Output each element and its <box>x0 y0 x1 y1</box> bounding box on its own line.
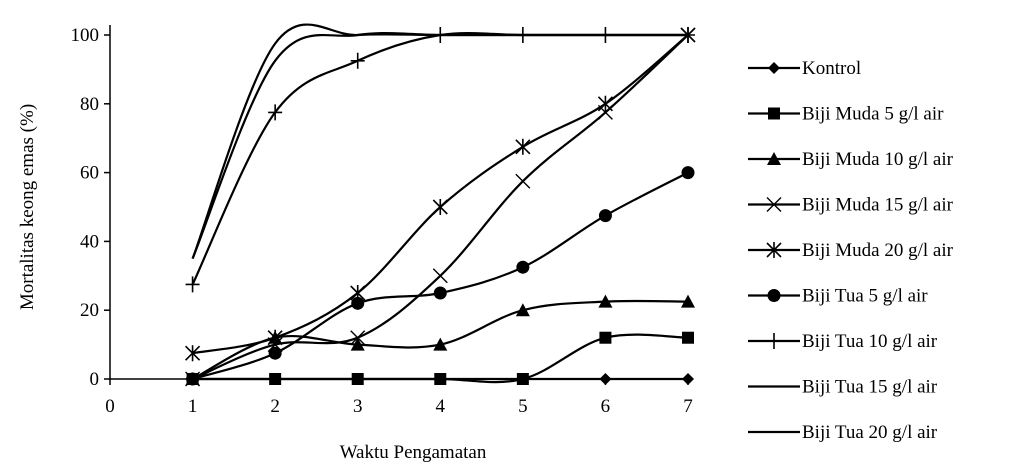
series-biji-muda-5-g-l-air-point-7 <box>682 331 694 344</box>
series-biji-muda-10-g-l-air-point-5 <box>515 303 530 317</box>
legend-item-biji-muda-20-g-l-air: Biji Muda 20 g/l air <box>748 240 954 261</box>
y-tick-label-40: 40 <box>80 231 99 252</box>
series-biji-muda-20-g-l-air-point-1 <box>185 345 201 362</box>
x-tick-label-2: 2 <box>270 396 280 417</box>
series-biji-tua-5-g-l-air-point-6 <box>598 209 612 223</box>
series-biji-muda-15-g-l-air-point-3 <box>350 330 366 346</box>
series-biji-tua-10-g-l-air-point-3 <box>350 52 365 69</box>
axes: 0 20 40 60 80 100 0 1 2 3 4 5 6 7 <box>71 25 693 417</box>
series-biji-tua-10-g-l-air-line <box>191 31 688 285</box>
legend-item-biji-muda-20-g-l-air-label: Biji Muda 20 g/l air <box>802 240 954 261</box>
legend-item-biji-muda-5-g-l-air-marker <box>768 107 780 120</box>
series-biji-tua-5-g-l-air <box>186 166 695 386</box>
x-tick-label-4: 4 <box>436 396 446 417</box>
series-biji-muda-5-g-l-air-point-5 <box>516 373 529 385</box>
series-biji-muda-15-g-l-air-point-4 <box>432 268 448 284</box>
series-biji-muda-20-g-l-air-point-4 <box>432 199 448 215</box>
series-biji-tua-10-g-l-air-point-2 <box>268 104 283 121</box>
legend-item-biji-muda-15-g-l-air: Biji Muda 15 g/l air <box>748 195 954 216</box>
series-biji-muda-5-g-l-air-point-2 <box>269 373 282 385</box>
legend-item-biji-tua-20-g-l-air-label: Biji Tua 20 g/l air <box>802 422 938 443</box>
series-biji-tua-15-g-l-air <box>191 31 688 260</box>
y-tick-label-60: 60 <box>80 163 99 184</box>
legend-item-biji-muda-15-g-l-air-marker <box>766 197 782 212</box>
legend-item-biji-muda-10-g-l-air-marker <box>767 152 781 165</box>
series-biji-muda-5-g-l-air-point-3 <box>351 373 364 385</box>
legend-item-biji-tua-5-g-l-air: Biji Tua 5 g/l air <box>748 286 928 307</box>
legend-item-biji-muda-20-g-l-air-marker <box>766 242 782 258</box>
x-tick-label-3: 3 <box>353 396 363 417</box>
series-biji-muda-10-g-l-air-point-4 <box>433 337 448 351</box>
series-biji-tua-5-g-l-air-point-2 <box>268 346 282 360</box>
y-tick-label-80: 80 <box>80 94 99 115</box>
x-tick-label-1: 1 <box>188 396 198 417</box>
legend-item-biji-tua-10-g-l-air: Biji Tua 10 g/l air <box>748 331 938 352</box>
legend-item-biji-tua-5-g-l-air-label: Biji Tua 5 g/l air <box>802 286 928 307</box>
series-biji-muda-20-g-l-air-point-6 <box>597 95 613 112</box>
legend-item-biji-tua-10-g-l-air-marker <box>767 333 781 349</box>
legend-item-biji-tua-5-g-l-air-marker <box>767 289 781 302</box>
series-biji-muda-20-g-l-air-line <box>192 34 689 355</box>
legend-item-biji-tua-15-g-l-air: Biji Tua 15 g/l air <box>748 377 938 398</box>
x-tick-label-6: 6 <box>601 396 611 417</box>
legend-item-biji-muda-10-g-l-air: Biji Muda 10 g/l air <box>748 149 954 170</box>
series-biji-tua-20-g-l-air-line <box>191 23 688 259</box>
series-biji-tua-5-g-l-air-point-1 <box>186 372 200 386</box>
series-biji-muda-20-g-l-air-point-5 <box>515 138 531 155</box>
y-tick-label-0: 0 <box>90 369 100 390</box>
legend: Kontrol Biji Muda 5 g/l air Biji Muda 10 g… <box>748 58 954 443</box>
series-biji-tua-10-g-l-air-point-1 <box>185 276 200 293</box>
series-biji-tua-5-g-l-air-point-4 <box>433 286 447 300</box>
series-biji-muda-20-g-l-air-point-2 <box>267 329 283 346</box>
series-biji-muda-10-g-l-air-point-3 <box>350 337 365 351</box>
series-biji-muda-20-g-l-air <box>185 27 696 362</box>
legend-item-biji-muda-5-g-l-air: Biji Muda 5 g/l air <box>748 104 944 125</box>
series-biji-muda-5-g-l-air-point-6 <box>599 331 612 344</box>
legend-item-biji-tua-10-g-l-air-label: Biji Tua 10 g/l air <box>802 331 938 352</box>
legend-item-kontrol-label: Kontrol <box>802 58 861 79</box>
x-tick-label-5: 5 <box>518 396 528 417</box>
series-layer <box>185 23 696 387</box>
series-biji-muda-10-g-l-air-point-6 <box>598 294 613 308</box>
y-tick-label-20: 20 <box>80 300 99 321</box>
series-biji-muda-10-g-l-air-point-7 <box>681 294 695 308</box>
y-axis-title: Mortalitas keong emas (%) <box>17 104 38 310</box>
legend-item-biji-tua-20-g-l-air: Biji Tua 20 g/l air <box>748 422 938 443</box>
series-biji-muda-15-g-l-air-point-5 <box>515 173 531 189</box>
legend-item-biji-muda-10-g-l-air-label: Biji Muda 10 g/l air <box>802 149 954 170</box>
legend-item-biji-muda-15-g-l-air-label: Biji Muda 15 g/l air <box>802 195 954 216</box>
series-biji-tua-5-g-l-air-point-7 <box>681 166 695 180</box>
series-kontrol-point-6 <box>599 373 612 385</box>
x-tick-label-7: 7 <box>683 396 693 417</box>
legend-item-kontrol-marker <box>768 62 780 74</box>
series-biji-muda-10-g-l-air <box>185 294 695 385</box>
x-axis-title: Waktu Pengamatan <box>340 442 487 463</box>
legend-item-biji-tua-15-g-l-air-label: Biji Tua 15 g/l air <box>802 377 938 398</box>
series-biji-muda-5-g-l-air-point-4 <box>434 373 447 385</box>
legend-item-kontrol: Kontrol <box>748 58 861 79</box>
legend-item-biji-muda-5-g-l-air-label: Biji Muda 5 g/l air <box>802 104 944 125</box>
series-biji-tua-5-g-l-air-point-5 <box>516 260 530 274</box>
series-biji-tua-5-g-l-air-point-3 <box>351 296 365 310</box>
series-biji-tua-20-g-l-air <box>191 23 688 259</box>
series-biji-tua-15-g-l-air-line <box>191 31 688 260</box>
y-tick-label-100: 100 <box>71 25 100 46</box>
x-tick-label-0: 0 <box>105 396 115 417</box>
series-kontrol-point-7 <box>682 373 694 385</box>
